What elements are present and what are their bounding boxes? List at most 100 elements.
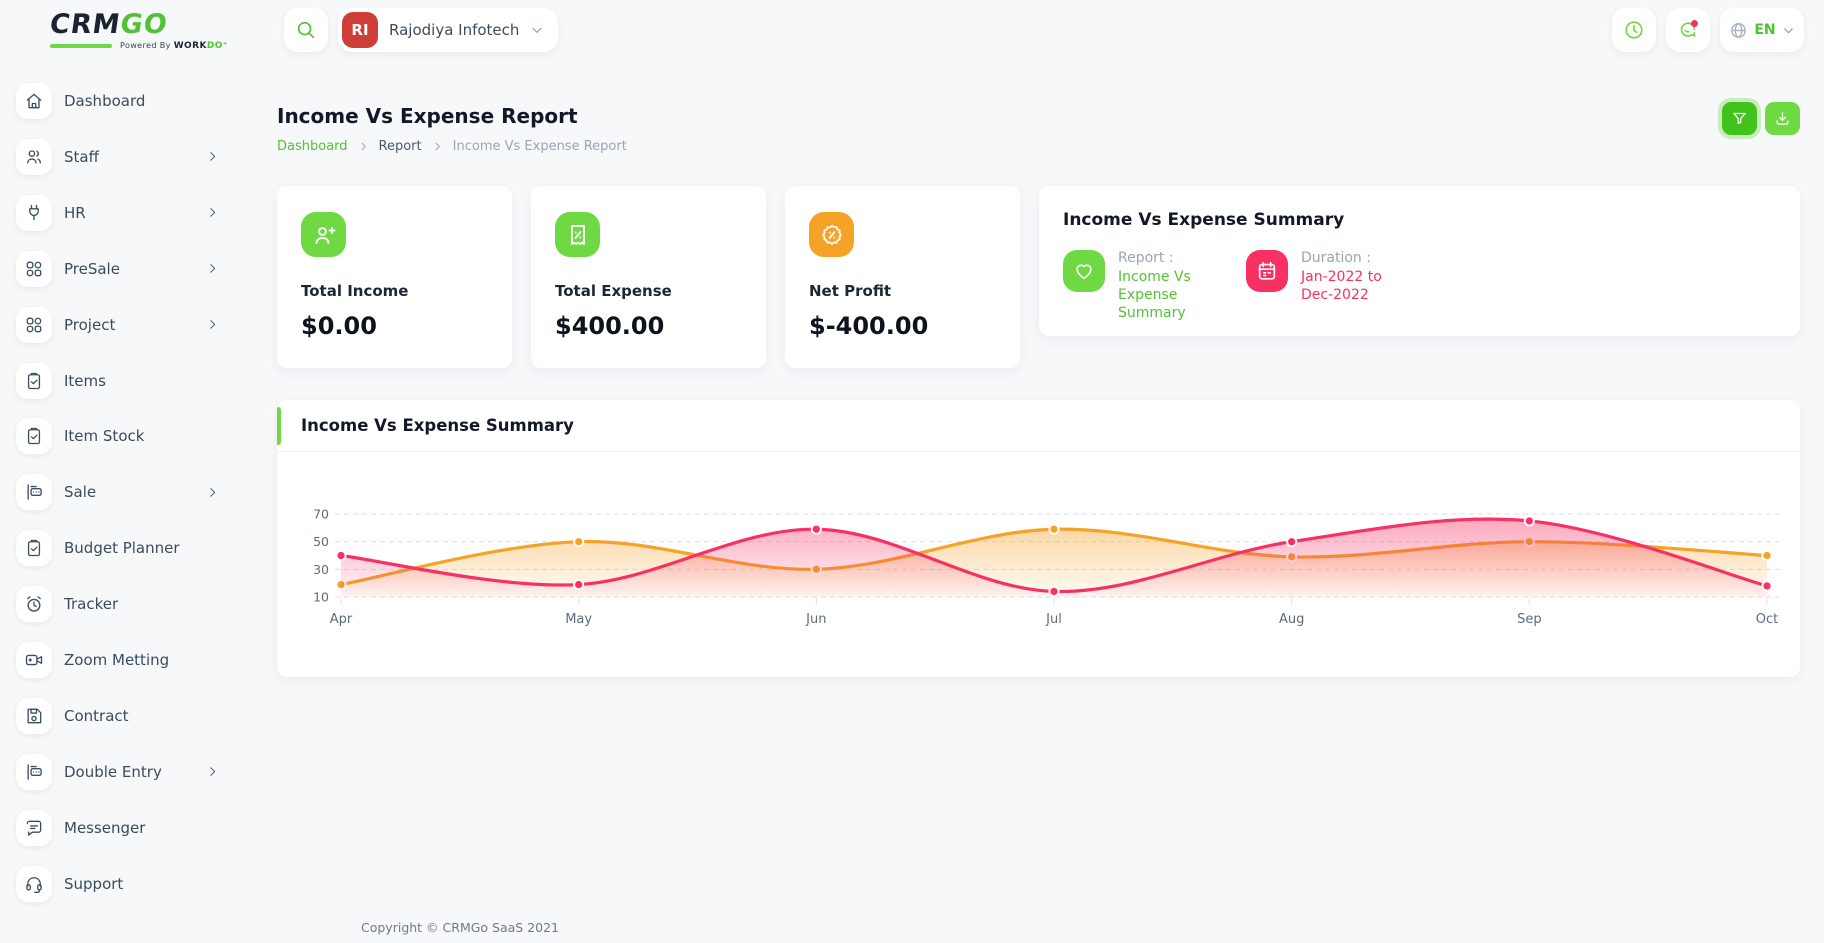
sidebar-item-item-stock[interactable]: Item Stock [0, 408, 243, 464]
register-icon [16, 753, 52, 790]
net-profit-card: Net Profit $-400.00 [785, 186, 1020, 368]
report-value: Income Vs Expense Summary [1118, 269, 1191, 322]
sidebar-item-label: Zoom Metting [64, 651, 170, 669]
sidebar-item-zoom-metting[interactable]: Zoom Metting [0, 632, 243, 688]
footer-copyright: Copyright © CRMGo SaaS 2021 [361, 920, 560, 935]
logo-text-crm: CRM [47, 9, 123, 40]
pink-series-marker [1048, 585, 1060, 598]
messenger-button[interactable] [1666, 8, 1710, 52]
language-selector[interactable]: EN [1720, 8, 1804, 52]
x-axis-label: Aug [1279, 612, 1304, 627]
sidebar-item-label: Budget Planner [64, 539, 180, 558]
orange-series-marker [1761, 549, 1773, 562]
breadcrumb-separator-icon [358, 141, 369, 152]
sidebar-item-project[interactable]: Project [0, 297, 243, 353]
chevron-down-icon [1782, 24, 1795, 37]
download-icon [1774, 110, 1791, 127]
x-axis-label: Jun [805, 612, 826, 627]
stat-label: Total Expense [555, 282, 672, 300]
pink-series-marker [1523, 515, 1535, 527]
summary-title: Income Vs Expense Summary [1063, 210, 1345, 230]
sidebar-item-label: Dashboard [64, 92, 146, 110]
clipboard-icon [16, 530, 52, 567]
stats-row: Total Income $0.00 Total Expense $400.00 N… [277, 186, 1800, 368]
logo-underline [50, 44, 112, 48]
sidebar-item-items[interactable]: Items [0, 353, 243, 409]
plug-icon [16, 194, 52, 231]
stat-label: Net Profit [809, 282, 892, 300]
sidebar-item-label: HR [64, 203, 86, 222]
page-title: Income Vs Expense Report [277, 104, 578, 128]
stat-value: $-400.00 [809, 312, 929, 340]
headset-icon [16, 865, 52, 902]
company-selector[interactable]: RI Rajodiya Infotech [338, 8, 559, 52]
y-axis-label: 30 [313, 562, 329, 577]
sidebar-item-label: Messenger [64, 818, 146, 837]
logo-text-go: GO [118, 9, 170, 40]
sidebar-item-label: Items [64, 371, 106, 390]
search-button[interactable] [284, 8, 328, 52]
chart-title: Income Vs Expense Summary [301, 416, 574, 435]
sidebar-item-messenger[interactable]: Messenger [0, 800, 243, 856]
grid-icon [16, 306, 52, 343]
sidebar-item-hr[interactable]: HR [0, 185, 243, 241]
clock-icon [1623, 19, 1645, 41]
language-code: EN [1754, 22, 1776, 38]
filter-button[interactable] [1722, 102, 1757, 135]
heart-icon [1063, 250, 1105, 292]
sidebar-item-contract[interactable]: Contract [0, 688, 243, 744]
clipboard-icon [16, 362, 52, 399]
breadcrumb-separator-icon [432, 141, 443, 152]
clock-button[interactable] [1612, 8, 1656, 52]
breadcrumb-item-1[interactable]: Dashboard [277, 139, 348, 154]
x-axis-label: Sep [1517, 612, 1542, 627]
orange-series-marker [1048, 523, 1060, 535]
sidebar-item-label: Double Entry [64, 762, 162, 781]
stat-value: $0.00 [301, 312, 377, 340]
card-accent-bar [277, 407, 281, 445]
x-axis-label: Jul [1045, 612, 1062, 627]
pink-series-marker [1761, 580, 1773, 592]
chevron-right-icon [206, 318, 219, 331]
download-button[interactable] [1765, 102, 1800, 135]
sidebar-item-double-entry[interactable]: Double Entry [0, 744, 243, 800]
sidebar-item-dashboard[interactable]: Dashboard [0, 73, 243, 129]
breadcrumb-item-2[interactable]: Report [378, 139, 422, 154]
sidebar-item-budget-planner[interactable]: Budget Planner [0, 520, 243, 576]
pink-series-marker [335, 549, 347, 562]
stat-value: $400.00 [555, 312, 665, 340]
chevron-right-icon [206, 206, 219, 219]
sidebar-item-tracker[interactable]: Tracker [0, 576, 243, 632]
x-axis-label: Apr [330, 612, 353, 627]
alarm-icon [16, 586, 52, 623]
pink-series-marker [573, 578, 585, 591]
duration-value: Jan-2022 to Dec-2022 [1301, 269, 1382, 304]
top-bar: CRMGO Powered By WORKDO⁺ RI Rajodiya Inf… [0, 0, 1824, 59]
y-axis-label: 10 [313, 590, 329, 605]
floppy-icon [16, 697, 52, 734]
badge-percent-icon [809, 212, 854, 257]
logo-tagline: Powered By WORKDO⁺ [120, 41, 228, 51]
sidebar-item-sale[interactable]: Sale [0, 464, 243, 520]
sidebar-item-label: Support [64, 874, 124, 893]
pink-series-area [341, 519, 1767, 597]
globe-icon [1729, 21, 1748, 40]
app-logo[interactable]: CRMGO Powered By WORKDO⁺ [47, 9, 240, 51]
chart-card: Income Vs Expense Summary 70 50 30 10 Apr May… [277, 400, 1800, 677]
report-summary-card: Income Vs Expense Summary Report : Incom… [1039, 186, 1800, 336]
chevron-right-icon [206, 765, 219, 778]
chevron-right-icon [206, 262, 219, 275]
user-plus-icon [301, 212, 346, 257]
pink-series-marker [810, 523, 822, 535]
calendar-icon [1246, 250, 1288, 292]
breadcrumb-item-3: Income Vs Expense Report [452, 139, 627, 154]
sidebar-item-support[interactable]: Support [0, 856, 243, 912]
y-axis-label: 50 [313, 534, 329, 549]
x-axis-label: May [565, 612, 592, 627]
receipt-percent-icon [555, 212, 600, 257]
stat-label: Total Income [301, 282, 409, 300]
grid-icon [16, 250, 52, 287]
sidebar-item-staff[interactable]: Staff [0, 129, 243, 185]
sidebar-item-presale[interactable]: PreSale [0, 241, 243, 297]
